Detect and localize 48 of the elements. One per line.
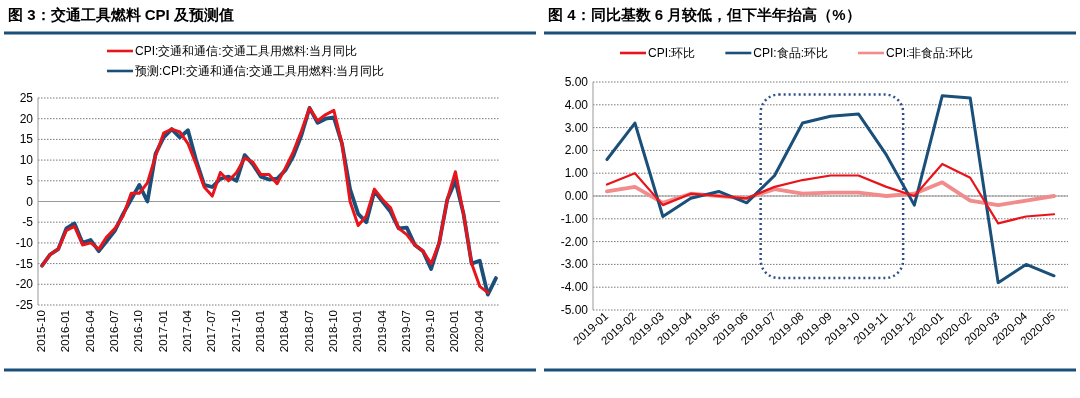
x-tick-label: 2015-10 bbox=[35, 310, 48, 353]
legend-label: CPI:非食品:环比 bbox=[886, 46, 973, 60]
y-tick-label: 5 bbox=[26, 173, 34, 188]
x-tick-label: 2018-10 bbox=[326, 310, 339, 353]
y-tick-label: -10 bbox=[15, 235, 34, 250]
y-tick-label: -2.00 bbox=[560, 234, 589, 249]
y-tick-label: -15 bbox=[15, 256, 34, 271]
y-tick-label: -4.00 bbox=[560, 280, 589, 295]
chart-title: 图 4：同比基数 6 月较低，但下半年抬高（%） bbox=[548, 6, 861, 23]
legend-label: 预测:CPI:交通和通信:交通工具用燃料:当月同比 bbox=[135, 64, 385, 78]
x-tick-label: 2020-01 bbox=[448, 310, 461, 353]
y-tick-label: -5 bbox=[22, 215, 34, 230]
y-tick-label: -3.00 bbox=[560, 257, 589, 272]
y-tick-label: -1.00 bbox=[560, 211, 589, 226]
y-tick-label: 3.00 bbox=[564, 120, 589, 135]
x-tick-label: 2018-07 bbox=[302, 310, 315, 353]
legend-label: CPI:交通和通信:交通工具用燃料:当月同比 bbox=[135, 44, 358, 58]
y-tick-label: 10 bbox=[19, 153, 34, 168]
y-tick-label: 5.00 bbox=[564, 75, 589, 89]
x-tick-label: 2017-04 bbox=[180, 309, 193, 353]
x-tick-label: 2016-04 bbox=[83, 309, 96, 353]
x-tick-label: 2018-01 bbox=[253, 310, 266, 353]
y-tick-label: 2.00 bbox=[564, 143, 589, 158]
chart-title: 图 3：交通工具燃料 CPI 及预测值 bbox=[8, 6, 234, 23]
x-tick-label: 2019-01 bbox=[351, 310, 364, 353]
x-tick-label: 2019-04 bbox=[375, 309, 388, 353]
x-tick-label: 2019-07 bbox=[399, 310, 412, 353]
x-tick-label: 2016-10 bbox=[132, 310, 145, 353]
y-tick-label: 25 bbox=[19, 91, 34, 105]
y-tick-label: 1.00 bbox=[564, 166, 589, 181]
x-tick-label: 2017-07 bbox=[205, 310, 218, 353]
y-tick-label: 4.00 bbox=[564, 97, 589, 112]
y-tick-label: -25 bbox=[15, 298, 34, 312]
x-tick-label: 2017-10 bbox=[229, 310, 242, 353]
y-tick-label: 20 bbox=[19, 111, 34, 126]
x-tick-label: 2018-04 bbox=[278, 309, 291, 353]
y-tick-label: -20 bbox=[15, 277, 34, 292]
legend-label: CPI:环比 bbox=[648, 46, 696, 60]
y-tick-label: 0.00 bbox=[564, 189, 589, 203]
y-tick-label: 15 bbox=[19, 132, 34, 147]
x-tick-label: 2019-10 bbox=[424, 310, 437, 353]
legend-label: CPI:食品:环比 bbox=[753, 46, 829, 60]
y-tick-label: -5.00 bbox=[560, 303, 589, 317]
x-tick-label: 2016-01 bbox=[59, 310, 72, 353]
x-tick-label: 2016-07 bbox=[108, 310, 121, 353]
x-tick-label: 2017-01 bbox=[156, 310, 169, 353]
x-tick-label: 2020-04 bbox=[472, 309, 485, 353]
y-tick-label: 0 bbox=[26, 194, 34, 209]
